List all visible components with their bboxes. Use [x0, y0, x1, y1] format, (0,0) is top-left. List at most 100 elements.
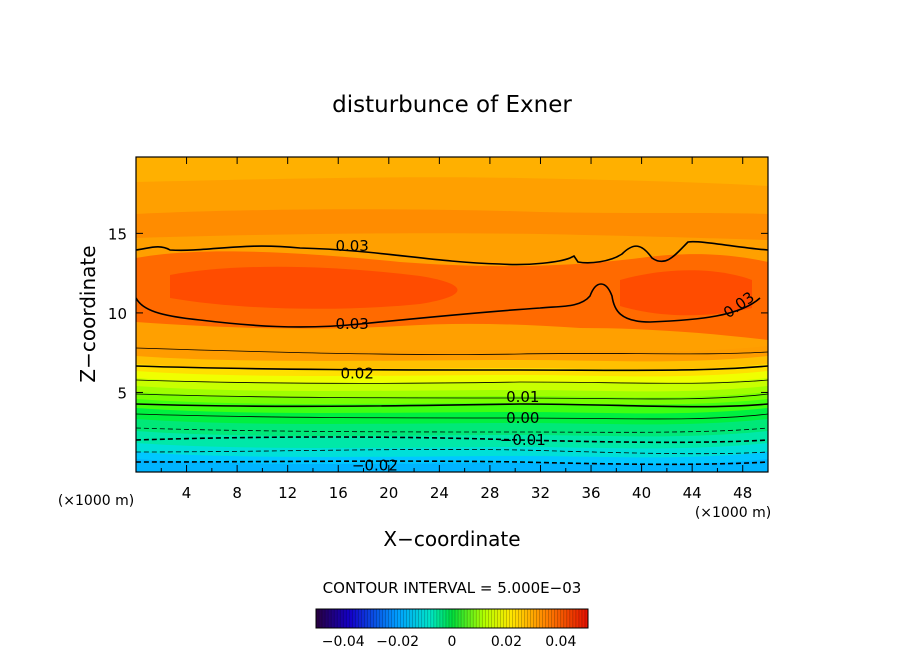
colorbar-cell	[319, 609, 323, 628]
colorbar-cell	[539, 609, 544, 628]
colorbar-cell	[346, 609, 350, 628]
colorbar-cell	[524, 609, 528, 628]
x-axis-unit: (×1000 m)	[695, 505, 771, 521]
colorbar-cell	[409, 609, 414, 628]
colorbar-cell	[367, 609, 371, 628]
colorbar-cell	[331, 609, 335, 628]
colorbar-cell	[364, 609, 368, 628]
contour-line-3	[136, 347, 768, 355]
colorbar-cell	[349, 609, 353, 628]
colorbar-cell	[316, 609, 320, 628]
x-tick-label: 28	[480, 484, 499, 502]
colorbar-cell	[403, 609, 408, 628]
colorbar-cell	[488, 609, 492, 628]
colorbar-tick-label: 0.04	[545, 634, 576, 650]
colorbar-cell	[479, 609, 483, 628]
colorbar-cell	[355, 609, 359, 628]
colorbar-cell	[328, 609, 332, 628]
colorbar-cell	[527, 609, 531, 628]
colorbar-cell	[406, 609, 411, 628]
colorbar-cell	[464, 609, 468, 628]
colorbar-cell	[433, 609, 438, 628]
y-tick-label: 10	[108, 305, 127, 323]
colorbar-cell	[421, 609, 426, 628]
band-top-light	[136, 157, 768, 186]
colorbar-cell	[436, 609, 441, 628]
contour-line-1	[136, 240, 768, 266]
colorbar-cell	[334, 609, 338, 628]
contour-interval-label: CONTOUR INTERVAL = 5.000E−03	[323, 579, 582, 597]
colorbar-cell	[482, 609, 486, 628]
chart-title: disturbunce of Exner	[332, 92, 572, 118]
x-axis-label: X−coordinate	[383, 527, 520, 551]
x-tick-label: 44	[683, 484, 702, 502]
colorbar-cell	[521, 609, 525, 628]
colorbar-cell	[458, 609, 462, 628]
colorbar-cell	[509, 609, 513, 628]
colorbar-cell	[533, 609, 538, 628]
colorbar-cell	[536, 609, 541, 628]
contour-label: 0.01	[506, 388, 539, 406]
colorbar-cell	[400, 609, 405, 628]
y-axis-unit: (×1000 m)	[58, 493, 134, 509]
contour-label: −0.02	[352, 457, 398, 475]
colorbar-cell	[554, 609, 559, 628]
colorbar-cell	[494, 609, 498, 628]
colorbar-cell	[394, 609, 398, 628]
x-tick-label: 36	[581, 484, 600, 502]
contour-line-11	[136, 449, 768, 455]
colorbar-cell	[542, 609, 547, 628]
colorbar-cell	[322, 609, 326, 628]
colorbar-cell	[352, 609, 356, 628]
colorbar-cell	[491, 609, 495, 628]
colorbar-cell	[470, 609, 474, 628]
x-tick-label: 48	[733, 484, 752, 502]
colorbar-cell	[445, 609, 450, 628]
x-tick-label: 12	[278, 484, 297, 502]
colorbar-cell	[503, 609, 507, 628]
y-tick-label: 5	[117, 384, 127, 402]
colorbar-tick-label: 0	[448, 634, 457, 650]
colorbar-cell	[340, 609, 344, 628]
colorbar	[315, 609, 589, 628]
colorbar-cell	[424, 609, 429, 628]
x-tick-label: 8	[232, 484, 242, 502]
colorbar-cell	[376, 609, 380, 628]
colorbar-cell	[418, 609, 423, 628]
colorbar-cell	[584, 609, 589, 628]
color-bands	[136, 157, 768, 472]
colorbar-cell	[415, 609, 420, 628]
colorbar-cell	[370, 609, 374, 628]
colorbar-cell	[551, 609, 556, 628]
colorbar-ticks: −0.04 −0.02 0 0.02 0.04	[322, 634, 577, 650]
y-tick-label: 15	[108, 225, 127, 243]
x-tick-label: 32	[531, 484, 550, 502]
colorbar-cell	[397, 609, 402, 628]
colorbar-cell	[379, 609, 383, 628]
colorbar-cell	[560, 609, 565, 628]
colorbar-cell	[439, 609, 444, 628]
colorbar-cell	[548, 609, 553, 628]
colorbar-cell	[373, 609, 377, 628]
x-axis-ticks: 4 8 12 16 20 24 28 32 36 40 44 48	[160, 157, 752, 502]
colorbar-cell	[412, 609, 417, 628]
colorbar-cell	[455, 609, 459, 628]
band-core-west	[170, 266, 458, 309]
colorbar-cell	[512, 609, 516, 628]
plot-frame	[135, 156, 769, 473]
band-mid-orange	[136, 209, 768, 240]
x-tick-label: 20	[379, 484, 398, 502]
colorbar-tick-label: −0.04	[322, 634, 365, 650]
y-axis-label: Z−coordinate	[76, 245, 100, 382]
colorbar-cell	[467, 609, 471, 628]
colorbar-cell	[391, 609, 395, 628]
colorbar-cell	[473, 609, 477, 628]
colorbar-tick-label: −0.02	[376, 634, 419, 650]
colorbar-cell	[545, 609, 550, 628]
colorbar-cell	[530, 609, 534, 628]
colorbar-cell	[557, 609, 562, 628]
band-core-east	[620, 270, 752, 316]
contour-line-12	[136, 460, 768, 466]
x-tick-label: 24	[430, 484, 449, 502]
